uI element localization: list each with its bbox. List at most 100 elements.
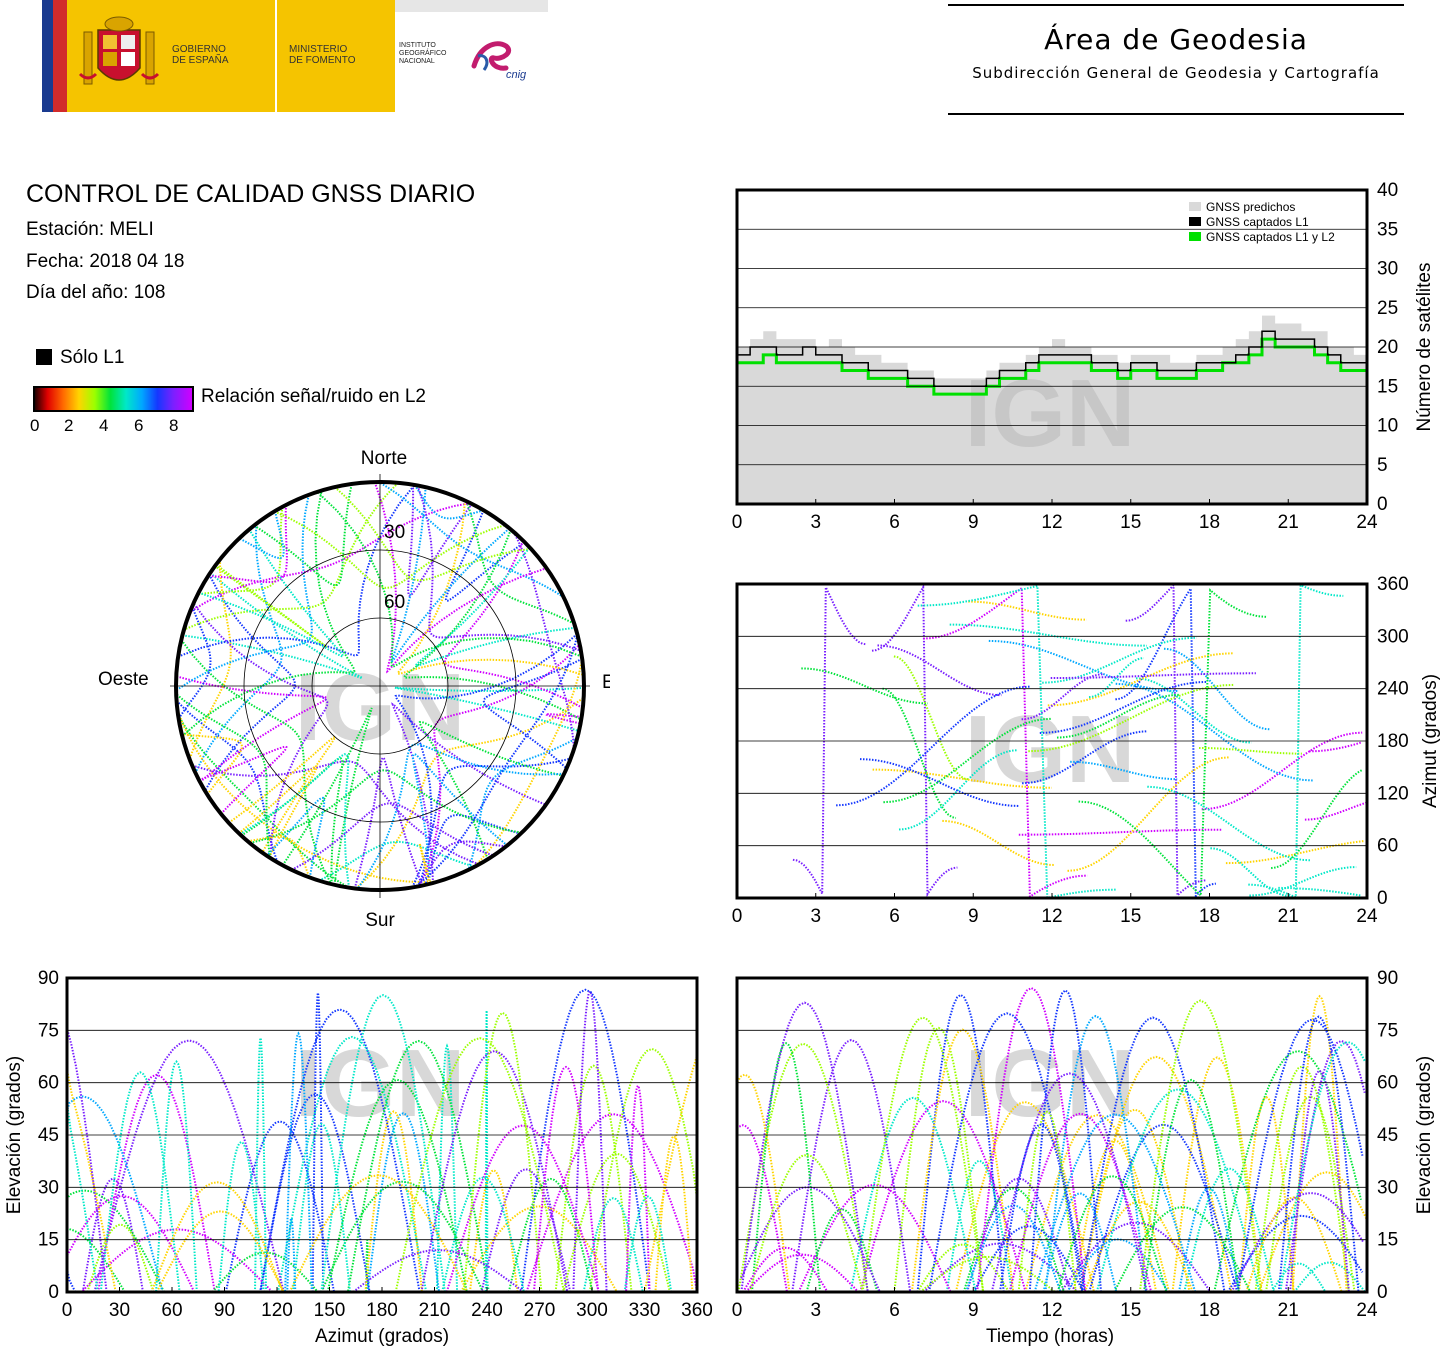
elev-az-xlabel: Azimut (grados) (315, 1326, 449, 1347)
elev_time-xtick-label: 15 (1120, 1300, 1141, 1321)
satcount-ytick-label: 20 (1377, 337, 1398, 358)
elev-time-track (1270, 1262, 1327, 1293)
elev_az-xtick-label: 300 (576, 1300, 608, 1321)
azimuth-track (1304, 801, 1367, 821)
elev_az-xtick-label: 150 (314, 1300, 346, 1321)
ministerio-text: MINISTERIO DE FOMENTO (289, 44, 356, 66)
elev-az-track (366, 1112, 440, 1293)
elev-az-track (320, 1180, 485, 1293)
elev-az-track (520, 988, 651, 1293)
elev-time-ylabel: Elevación (grados) (1414, 1056, 1435, 1214)
skyplot-track (189, 502, 471, 613)
elev-time-xlabel: Tiempo (horas) (986, 1326, 1114, 1347)
elev-az-track (292, 1122, 351, 1293)
skyplot-track (198, 745, 288, 815)
azimuth_time-xtick-label: 0 (732, 906, 743, 927)
elev-az-ylabel: Elevación (grados) (4, 1056, 25, 1214)
azimuth-track (871, 583, 958, 898)
elev-az-track (459, 1205, 618, 1293)
elev-time-track (976, 986, 1087, 1293)
skyplot-track (407, 484, 473, 597)
elev-az-track (80, 1228, 274, 1293)
elev_az-xtick-label: 90 (214, 1300, 235, 1321)
skyplot-track (191, 760, 480, 866)
elev-time-track (1254, 1065, 1350, 1293)
skyplot-track (394, 686, 584, 732)
ign-text: INSTITUTO GEOGRÁFICO NACIONAL (399, 42, 447, 65)
flag-stripe-red (53, 0, 67, 112)
skyplot-track (416, 485, 582, 652)
elev_az-xtick-label: 270 (524, 1300, 556, 1321)
gobierno-text: GOBIERNO DE ESPAÑA (172, 44, 229, 66)
elev-az-track (654, 1134, 694, 1293)
elev-az-track (286, 1216, 297, 1293)
elev_time-xtick-label: 21 (1278, 1300, 1299, 1321)
satcount-xtick-label: 9 (968, 512, 979, 533)
skyplot-track (402, 529, 582, 721)
satcount-ylabel: Número de satélites (1414, 263, 1435, 432)
elev-az-track (326, 1078, 468, 1293)
elev-az-track (623, 1195, 673, 1293)
azimuth_time-ytick-label: 120 (1377, 783, 1409, 804)
snr-tick-8: 8 (169, 416, 179, 435)
report-title: CONTROL DE CALIDAD GNSS DIARIO (26, 180, 476, 208)
azimuth-track (1278, 886, 1361, 897)
legend-predicted-swatch (1189, 202, 1201, 211)
skyplot-east-label: Este (602, 672, 610, 693)
ministerio-logo-block (277, 0, 395, 112)
azimuth-track (1225, 840, 1365, 865)
cnig-logo-text: cnig (506, 69, 527, 81)
elev-az-track (86, 1223, 155, 1293)
elev-time-track (738, 1124, 788, 1293)
azimuth_time-xtick-label: 24 (1356, 906, 1378, 927)
azimuth-track (1135, 677, 1252, 744)
satcount-ytick-label: 40 (1377, 180, 1398, 201)
skyplot-track (176, 699, 279, 863)
azimuth-track (1018, 828, 1222, 836)
elev-az-track (445, 1124, 600, 1293)
elev-time-track (954, 1100, 1095, 1293)
azimuth-time-ylabel: Azimut (grados) (1420, 674, 1441, 808)
skyplot-track (467, 736, 578, 871)
elev-time-track (1213, 1049, 1362, 1293)
azimuth-track (1070, 760, 1178, 781)
azimuth-track (836, 685, 1031, 807)
azimuth-track (882, 687, 957, 819)
snr-colorbar (33, 386, 194, 412)
azimuth-track (1147, 785, 1311, 862)
skyplot-track (183, 482, 399, 631)
elev-az-track (525, 1113, 698, 1293)
skyplot-track (390, 487, 511, 664)
skyplot-track (318, 840, 475, 882)
elev-time-track (1056, 1175, 1168, 1293)
elev-time-track (1265, 1095, 1356, 1293)
station-label: Estación: MELI (26, 219, 154, 240)
doy-label: Día del año: 108 (26, 282, 166, 303)
skyplot-track (253, 483, 353, 587)
elev-time-track (1226, 1214, 1364, 1293)
azimuth-track (898, 749, 1018, 831)
elev_az-xtick-label: 120 (261, 1300, 293, 1321)
legend-l1l2-swatch (1189, 232, 1201, 241)
azimuth-track (923, 586, 1088, 899)
elev-time-chart: IGN 0 15 30 45 60 75 90 0 3 6 9 12 15 18 21 24 Tiempo (… (732, 968, 1435, 1347)
skyplot-track (198, 528, 345, 658)
azimuth-track (1088, 657, 1144, 699)
area-subtitle: Subdirección General de Geodesia y Carto… (972, 64, 1380, 82)
elev-time-track (1291, 994, 1348, 1293)
satcount-ytick-label: 10 (1377, 416, 1398, 437)
skyplot-track (177, 605, 212, 720)
elev-time-track (1245, 1196, 1343, 1293)
elev-time-track (1080, 1016, 1226, 1293)
azimuth_time-xtick-label: 9 (968, 906, 979, 927)
elev-time-track (736, 1073, 791, 1293)
skyplot-track (316, 491, 583, 668)
skyplot-ring-label-30: 30 (384, 522, 405, 543)
elev_time-ytick-label: 75 (1377, 1020, 1398, 1041)
satcount-xtick-label: 0 (732, 512, 743, 533)
elev_time-ytick-label: 60 (1377, 1073, 1398, 1094)
elev-time-track (805, 1208, 879, 1293)
snr-tick-4: 4 (99, 416, 109, 435)
skyplot-ring-label-60: 60 (384, 592, 405, 613)
